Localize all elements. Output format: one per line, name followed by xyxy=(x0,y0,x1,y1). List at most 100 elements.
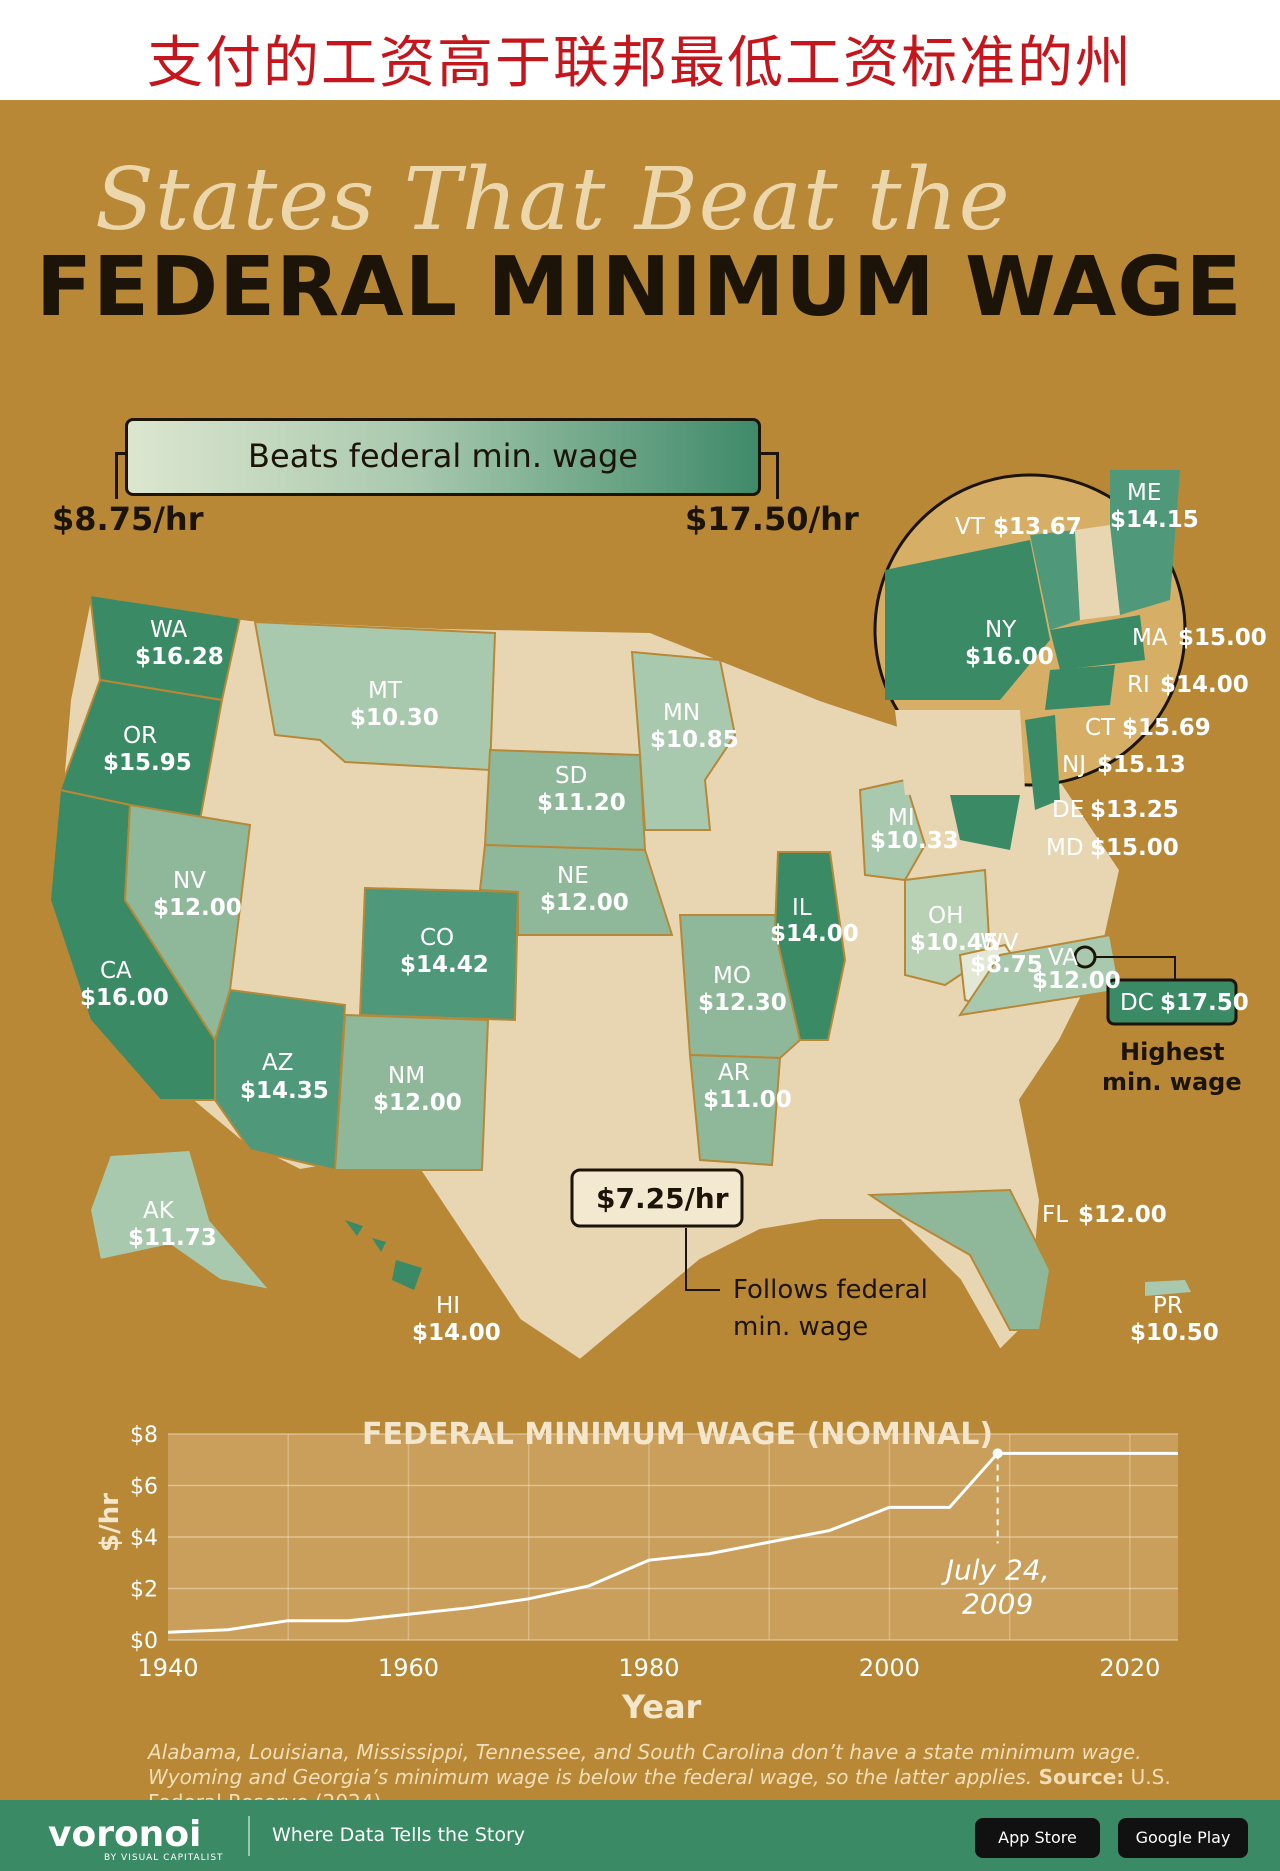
svg-text:CO: CO xyxy=(420,925,454,951)
svg-text:$15.00: $15.00 xyxy=(1090,835,1179,861)
chart-x-tick-label: 1980 xyxy=(618,1654,679,1682)
state-label-nj: NJ $15.13 xyxy=(1062,752,1186,778)
dc-wage: $17.50 xyxy=(1160,990,1249,1016)
svg-text:$15.13: $15.13 xyxy=(1097,752,1186,778)
svg-text:$15.95: $15.95 xyxy=(103,750,192,776)
svg-text:MA: MA xyxy=(1132,625,1168,651)
svg-text:$12.30: $12.30 xyxy=(698,990,787,1016)
svg-text:HI: HI xyxy=(436,1293,460,1319)
legend-min: $8.75/hr xyxy=(52,500,204,538)
svg-text:$10.45: $10.45 xyxy=(910,930,999,956)
state-label-hi: HI$14.00 xyxy=(412,1293,501,1346)
chart-series-line xyxy=(167,1451,1178,1634)
dc-leader-line xyxy=(1095,956,1176,980)
state-az-shape xyxy=(214,988,347,1172)
svg-text:$16.00: $16.00 xyxy=(965,644,1054,670)
chart-annotation-line1: July 24, xyxy=(941,1553,1050,1586)
svg-text:$12.00: $12.00 xyxy=(153,895,242,921)
state-label-mi: MI$10.33 xyxy=(870,805,959,854)
svg-text:$8.75: $8.75 xyxy=(970,952,1043,978)
state-label-md: MD $15.00 xyxy=(1046,835,1179,861)
state-vt-inset-shape xyxy=(1030,530,1080,630)
state-label-nm: NM$12.00 xyxy=(373,1063,462,1116)
chart-y-ticks: $0 $2 $4 $6 $8 xyxy=(130,1423,158,1654)
svg-text:AZ: AZ xyxy=(262,1050,294,1076)
footnote-source-label: Source: xyxy=(1038,1765,1125,1789)
dc-note-line1: Highest xyxy=(1120,1038,1225,1066)
federal-wage-chart: FEDERAL MINIMUM WAGE (NOMINAL) $/hr Year… xyxy=(0,1400,1280,1730)
svg-text:MN: MN xyxy=(663,700,700,726)
svg-text:WA: WA xyxy=(150,617,187,643)
state-pr-shape xyxy=(1145,1280,1191,1296)
chart-x-tick-label: 1960 xyxy=(378,1654,439,1682)
svg-text:$14.42: $14.42 xyxy=(400,952,489,978)
state-ct-inset-shape xyxy=(1045,665,1115,710)
state-label-ar: AR$11.00 xyxy=(703,1060,792,1113)
chart-y-tick-label: $6 xyxy=(130,1475,158,1500)
chart-x-ticks: 1940 1960 1980 2000 2020 xyxy=(137,1654,1160,1682)
state-me-inset-shape xyxy=(1110,470,1180,615)
state-label-ak: AK$11.73 xyxy=(128,1198,217,1251)
chart-x-tick-label: 1940 xyxy=(137,1654,198,1682)
state-ar-shape xyxy=(688,1053,782,1167)
state-label-ny: NY$16.00 xyxy=(965,617,1054,670)
state-hi-shape xyxy=(345,1220,422,1290)
state-label-il: IL$14.00 xyxy=(770,895,859,947)
svg-text:$14.35: $14.35 xyxy=(240,1078,329,1104)
state-mo-shape xyxy=(678,914,802,1060)
state-label-nv: NV$12.00 xyxy=(153,868,242,921)
state-label-ca: CA$16.00 xyxy=(80,958,169,1011)
svg-text:$16.28: $16.28 xyxy=(135,644,224,670)
brand-logo[interactable]: voronoi xyxy=(48,1814,202,1855)
state-label-vt: VT $13.67 xyxy=(955,514,1082,540)
svg-text:NY: NY xyxy=(985,617,1017,643)
state-label-pr: PR$10.50 xyxy=(1130,1293,1219,1346)
state-label-ne: NE$12.00 xyxy=(540,863,629,916)
svg-text:$10.50: $10.50 xyxy=(1130,1320,1219,1346)
state-fl-shape xyxy=(866,1188,1052,1331)
state-mn-shape xyxy=(630,650,737,831)
state-nj-inset-shape xyxy=(1025,715,1060,810)
svg-text:OH: OH xyxy=(928,903,963,929)
banner-title: 支付的工资高于联邦最低工资标准的州 xyxy=(147,31,1133,96)
svg-text:$13.67: $13.67 xyxy=(993,514,1082,540)
svg-text:NE: NE xyxy=(557,863,589,889)
state-label-wv: WV$8.75 xyxy=(970,930,1043,978)
chart-title: FEDERAL MINIMUM WAGE (NOMINAL) xyxy=(362,1417,993,1452)
state-label-de: DE $13.25 xyxy=(1052,797,1179,823)
svg-text:$15.00: $15.00 xyxy=(1178,625,1267,651)
svg-text:WV: WV xyxy=(980,930,1019,956)
svg-text:DE: DE xyxy=(1052,797,1084,823)
svg-text:$11.00: $11.00 xyxy=(703,1087,792,1113)
us-map: DC $17.50 Highest min. wage $7.25/hr Fol… xyxy=(48,470,1267,1362)
app-store-button[interactable]: App Store xyxy=(975,1818,1100,1858)
app-store-label: App Store xyxy=(998,1828,1077,1847)
state-nm-shape xyxy=(333,1013,490,1171)
main-title: FEDERAL MINIMUM WAGE xyxy=(36,240,1243,335)
federal-leader-line xyxy=(685,1228,720,1291)
state-label-az: AZ$14.35 xyxy=(240,1050,329,1104)
chart-y-tick-label: $4 xyxy=(130,1526,158,1551)
dc-badge xyxy=(1106,978,1238,1026)
state-label-sd: SD$11.20 xyxy=(537,763,626,816)
footer-bar: voronoi BY VISUAL CAPITALIST Where Data … xyxy=(0,1800,1280,1871)
svg-text:OR: OR xyxy=(123,723,157,749)
chart-y-tick-label: $2 xyxy=(130,1578,158,1603)
legend-label: Beats federal min. wage xyxy=(248,437,638,475)
svg-text:VT: VT xyxy=(955,514,986,540)
state-ma-inset-shape xyxy=(1050,615,1145,670)
legend-max: $17.50/hr xyxy=(685,500,859,538)
federal-wage-chart-svg: FEDERAL MINIMUM WAGE (NOMINAL) $/hr Year… xyxy=(95,1417,1178,1726)
svg-text:$10.33: $10.33 xyxy=(870,828,959,854)
google-play-button[interactable]: Google Play xyxy=(1118,1818,1248,1858)
state-pa-inset-shape xyxy=(895,710,1025,795)
state-label-mt: MT$10.30 xyxy=(350,678,439,731)
chart-annotation-point xyxy=(992,1448,1003,1459)
footer-tagline: Where Data Tells the Story xyxy=(272,1824,526,1846)
svg-text:$12.00: $12.00 xyxy=(540,890,629,916)
state-label-va: VA$12.00 xyxy=(1032,945,1121,994)
svg-text:CA: CA xyxy=(100,958,132,984)
brand-sub: BY VISUAL CAPITALIST xyxy=(104,1853,224,1863)
svg-text:VA: VA xyxy=(1048,945,1078,971)
google-play-label: Google Play xyxy=(1135,1828,1231,1847)
